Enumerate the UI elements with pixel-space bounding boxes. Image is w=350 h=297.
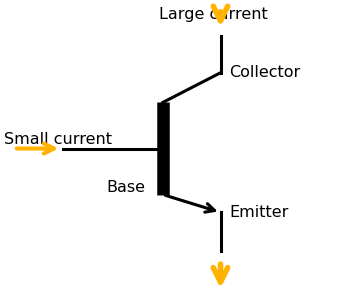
Text: Emitter: Emitter: [229, 205, 289, 220]
Text: Small current: Small current: [4, 132, 112, 147]
Text: Base: Base: [106, 180, 145, 195]
Text: Large current: Large current: [159, 7, 268, 23]
Text: Collector: Collector: [229, 65, 301, 80]
